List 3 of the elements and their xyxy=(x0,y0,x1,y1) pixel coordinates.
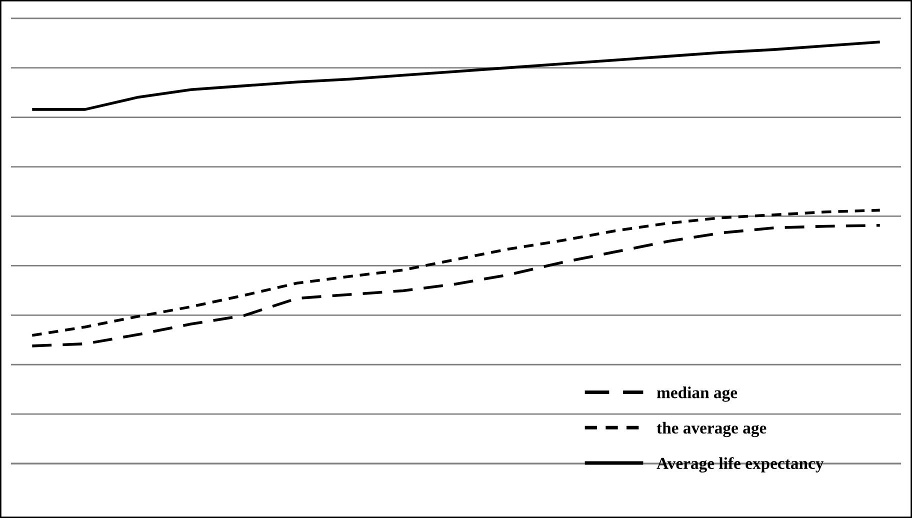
legend-label: the average age xyxy=(656,422,766,438)
legend-label: median age xyxy=(656,386,738,402)
legend-label: Average life expectancy xyxy=(656,457,824,473)
